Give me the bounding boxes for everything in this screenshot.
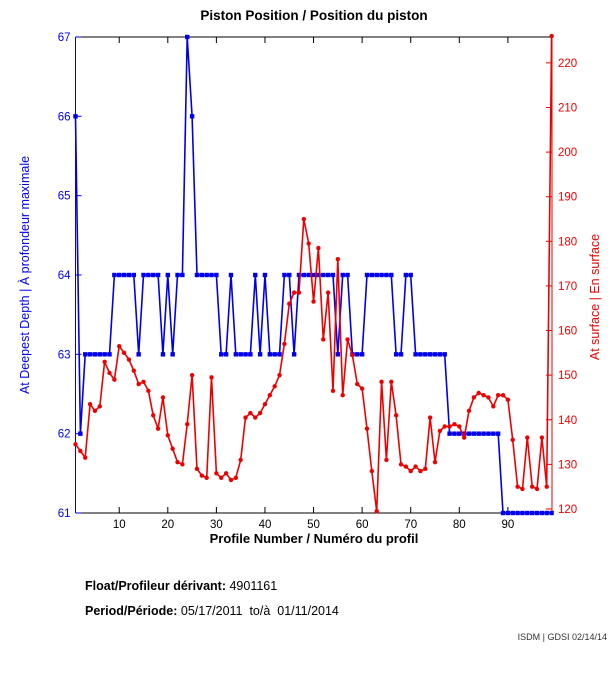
svg-text:61: 61	[58, 508, 71, 520]
isdm-gdsi-watermark: ISDM | GDSI 02/14/14	[517, 632, 607, 642]
svg-text:220: 220	[558, 58, 577, 70]
svg-text:140: 140	[558, 415, 577, 427]
svg-text:10: 10	[113, 519, 126, 531]
svg-text:67: 67	[58, 32, 71, 44]
period-label: Period/Période:	[85, 604, 178, 618]
period-value: 05/17/2011 to/à 01/11/2014	[177, 604, 339, 618]
svg-text:62: 62	[58, 429, 71, 441]
svg-text:120: 120	[558, 504, 577, 516]
svg-text:210: 210	[558, 102, 577, 114]
float-id-line: Float/Profileur dérivant: 4901161	[85, 579, 277, 593]
svg-text:64: 64	[58, 270, 71, 282]
svg-text:130: 130	[558, 459, 577, 471]
svg-text:90: 90	[501, 519, 514, 531]
period-line: Period/Période: 05/17/2011 to/à 01/11/20…	[85, 604, 339, 618]
svg-text:150: 150	[558, 370, 577, 382]
svg-text:30: 30	[210, 519, 223, 531]
svg-text:65: 65	[58, 191, 71, 203]
svg-text:180: 180	[558, 236, 577, 248]
svg-text:160: 160	[558, 326, 577, 338]
svg-text:63: 63	[58, 349, 71, 361]
chart-title: Piston Position / Position du piston	[200, 8, 428, 23]
svg-text:80: 80	[453, 519, 466, 531]
svg-text:50: 50	[307, 519, 320, 531]
svg-text:60: 60	[356, 519, 369, 531]
right-y-axis-label: At surface | En surface	[588, 233, 602, 361]
x-axis-label: Profile Number / Numéro du profil	[209, 531, 419, 546]
svg-text:40: 40	[259, 519, 272, 531]
float-id-value: 4901161	[226, 579, 278, 593]
left-y-axis-label: At Deepest Depth | À profondeur maximale	[18, 155, 32, 395]
svg-text:170: 170	[558, 281, 577, 293]
svg-text:70: 70	[404, 519, 417, 531]
svg-text:190: 190	[558, 192, 577, 204]
svg-text:200: 200	[558, 147, 577, 159]
float-id-label: Float/Profileur dérivant:	[85, 579, 226, 593]
svg-text:66: 66	[58, 111, 71, 123]
svg-text:20: 20	[161, 519, 174, 531]
